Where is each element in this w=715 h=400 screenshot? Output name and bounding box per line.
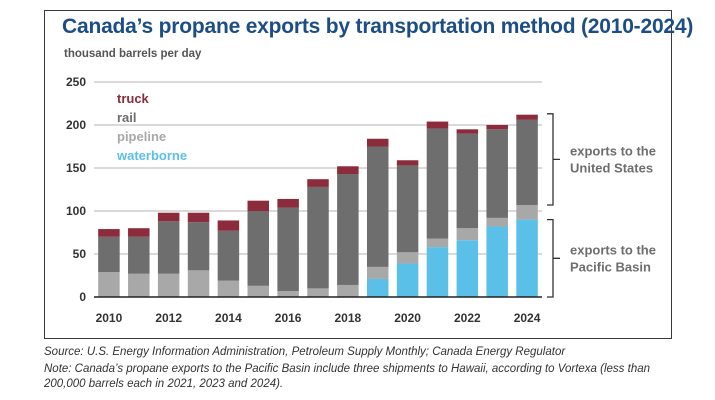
bar-truck-2020: [396, 160, 419, 166]
bar-waterborne-2022: [456, 240, 479, 297]
bracket: [547, 218, 560, 298]
bar-truck-2011: [128, 228, 150, 237]
y-tick-label: 50: [73, 247, 87, 261]
bar-pipeline-2024: [516, 204, 538, 220]
source-note: Source: U.S. Energy Information Administ…: [44, 346, 566, 358]
bar-rail-2013: [187, 222, 210, 271]
bar-rail-2021: [426, 128, 449, 239]
bar-pipeline-2023: [486, 217, 508, 227]
legend-item-truck: truck: [117, 91, 150, 106]
bar-pipeline-2010: [98, 272, 120, 297]
y-tick-label: 200: [66, 118, 86, 132]
legend: truck rail pipeline waterborne: [116, 91, 187, 163]
bar-rail-2010: [98, 236, 120, 273]
bar-truck-2012: [157, 212, 180, 222]
x-tick-label: 2024: [514, 311, 541, 325]
bar-pipeline-2019: [366, 266, 389, 279]
bar-pipeline-2020: [396, 252, 419, 264]
x-tick-label: 2012: [155, 311, 182, 325]
bar-pipeline-2017: [307, 288, 329, 297]
x-tick-label: 2016: [275, 311, 302, 325]
bracket: [547, 113, 560, 206]
bar-truck-2022: [456, 129, 479, 134]
bars: [98, 114, 538, 297]
footnote: Note: Canada’s propane exports to the Pa…: [44, 363, 651, 390]
x-tick-label: 2020: [394, 311, 421, 325]
bar-pipeline-2022: [456, 228, 479, 241]
bar-pipeline-2016: [277, 290, 299, 297]
y-tick-label: 250: [66, 75, 86, 89]
bar-rail-2018: [337, 174, 359, 285]
legend-item-rail: rail: [117, 110, 137, 125]
bar-rail-2015: [247, 211, 270, 286]
annotation-text: United States: [570, 160, 653, 175]
bar-rail-2022: [456, 133, 479, 229]
bar-truck-2021: [426, 121, 449, 129]
chart-title: Canada’s propane exports by transportati…: [62, 15, 694, 38]
bar-waterborne-2019: [366, 278, 389, 297]
bar-truck-2018: [337, 166, 359, 175]
bar-pipeline-2018: [337, 284, 359, 297]
x-tick-label: 2010: [96, 311, 123, 325]
bar-waterborne-2024: [516, 219, 538, 297]
bar-rail-2017: [307, 186, 329, 289]
bar-truck-2024: [516, 114, 538, 120]
bar-rail-2016: [277, 207, 299, 291]
annotations: exports to the United States exports to th…: [547, 113, 656, 298]
bar-waterborne-2021: [426, 247, 449, 297]
bar-pipeline-2014: [217, 280, 240, 297]
bar-rail-2012: [157, 221, 180, 274]
y-tick-label: 100: [66, 204, 86, 218]
bar-truck-2016: [277, 198, 299, 208]
legend-item-pipeline: pipeline: [117, 129, 166, 144]
bar-rail-2014: [217, 230, 240, 281]
bar-rail-2019: [366, 146, 389, 267]
y-axis-units-label: thousand barrels per day: [64, 48, 202, 60]
bar-truck-2015: [247, 200, 270, 211]
bar-waterborne-2020: [396, 263, 419, 297]
legend-item-waterborne: waterborne: [116, 148, 187, 163]
bar-truck-2023: [486, 125, 508, 130]
bar-pipeline-2011: [128, 273, 150, 297]
annotation-text: exports to the: [570, 242, 656, 257]
bar-rail-2020: [396, 165, 419, 253]
y-tick-label: 0: [79, 290, 86, 304]
bar-pipeline-2021: [426, 238, 449, 248]
bar-rail-2011: [128, 236, 150, 274]
annotation-text: Pacific Basin: [570, 259, 651, 274]
y-tick-label: 150: [66, 161, 86, 175]
x-tick-label: 2018: [335, 311, 362, 325]
bar-truck-2014: [217, 220, 240, 231]
x-tick-label: 2014: [215, 311, 242, 325]
bar-rail-2024: [516, 119, 538, 205]
bar-truck-2010: [98, 229, 120, 237]
chart-svg: 0 50 100 150 200 250 2010 2012 2014 2016 2018 2020 2…: [66, 75, 656, 325]
bar-pipeline-2015: [247, 285, 270, 297]
bar-waterborne-2023: [486, 226, 508, 297]
x-tick-label: 2022: [454, 311, 481, 325]
bar-pipeline-2013: [187, 270, 210, 297]
bar-truck-2013: [187, 212, 210, 223]
bar-rail-2023: [486, 129, 508, 218]
bar-truck-2017: [307, 179, 329, 187]
bar-truck-2019: [366, 138, 389, 147]
bar-pipeline-2012: [157, 273, 180, 297]
annotation-text: exports to the: [570, 143, 656, 158]
axes: 0 50 100 150 200 250 2010 2012 2014 2016 2018 2020 2…: [66, 75, 542, 325]
